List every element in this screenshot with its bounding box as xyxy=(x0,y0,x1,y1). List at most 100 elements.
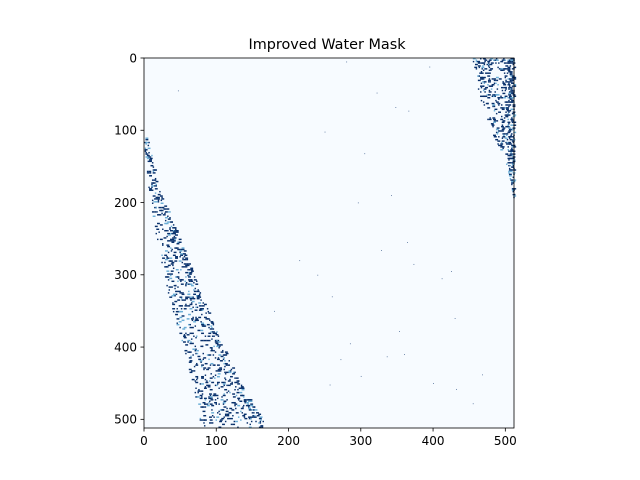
water-pixel xyxy=(190,355,192,358)
water-pixel xyxy=(513,114,517,116)
water-pixel xyxy=(185,284,187,287)
water-pixel xyxy=(189,360,193,362)
water-pixel xyxy=(217,368,221,371)
water-pixel xyxy=(162,257,165,259)
water-pixel xyxy=(237,380,240,382)
water-pixel xyxy=(512,136,514,138)
water-pixel xyxy=(167,232,171,235)
water-pixel xyxy=(189,276,191,278)
water-pixel xyxy=(172,240,176,242)
water-pixel xyxy=(214,401,217,404)
water-pixel xyxy=(175,231,179,233)
water-pixel xyxy=(508,101,512,103)
y-tick-label: 300 xyxy=(114,268,137,282)
water-pixel xyxy=(259,416,263,418)
water-pixel xyxy=(181,293,185,296)
water-pixel xyxy=(508,92,512,95)
water-pixel xyxy=(506,114,508,116)
water-pixel xyxy=(201,345,204,348)
water-pixel xyxy=(186,318,190,320)
water-pixel xyxy=(483,81,487,83)
water-pixel xyxy=(181,315,185,317)
water-pixel xyxy=(212,328,215,330)
water-pixel xyxy=(511,89,514,92)
water-pixel xyxy=(182,292,184,294)
water-pixel xyxy=(222,349,224,352)
water-pixel xyxy=(162,206,165,209)
water-pixel xyxy=(225,410,229,413)
water-pixel xyxy=(175,293,178,296)
water-pixel xyxy=(235,407,237,410)
water-pixel xyxy=(182,257,184,259)
water-pixel xyxy=(151,162,154,164)
water-pixel xyxy=(198,358,202,361)
water-pixel xyxy=(483,88,487,90)
water-pixel xyxy=(498,144,501,147)
water-pixel xyxy=(165,266,169,268)
water-pixel xyxy=(201,406,205,408)
water-pixel xyxy=(507,131,509,134)
water-pixel xyxy=(177,280,179,283)
water-pixel xyxy=(188,368,192,371)
water-pixel xyxy=(214,384,217,387)
water-pixel xyxy=(501,121,505,124)
water-pixel xyxy=(395,107,397,108)
water-pixel xyxy=(209,328,213,330)
water-pixel xyxy=(203,339,207,342)
water-pixel xyxy=(509,81,512,83)
water-pixel xyxy=(478,60,481,63)
water-pixel xyxy=(188,293,191,296)
water-pixel xyxy=(513,169,517,171)
water-pixel xyxy=(480,72,484,74)
water-pixel xyxy=(198,388,200,391)
water-pixel xyxy=(472,58,476,60)
water-pixel xyxy=(228,360,230,362)
water-pixel xyxy=(511,62,513,64)
water-pixel xyxy=(164,266,168,268)
water-pixel xyxy=(224,414,227,417)
water-pixel xyxy=(154,211,157,213)
water-pixel xyxy=(164,261,166,264)
water-pixel xyxy=(195,387,197,389)
water-pixel xyxy=(488,66,491,69)
water-pixel xyxy=(509,72,513,74)
water-pixel xyxy=(205,344,209,346)
water-pixel xyxy=(240,384,243,387)
water-pixel xyxy=(511,78,514,80)
water-pixel xyxy=(490,69,492,72)
water-pixel xyxy=(188,276,190,278)
water-pixel xyxy=(182,328,186,330)
water-pixel xyxy=(199,419,203,421)
water-pixel xyxy=(237,397,241,400)
water-pixel xyxy=(177,271,180,274)
water-pixel xyxy=(219,420,223,423)
water-pixel xyxy=(210,325,212,327)
water-pixel xyxy=(189,297,193,300)
water-pixel xyxy=(184,305,188,307)
water-pixel xyxy=(192,296,194,298)
water-pixel xyxy=(168,260,172,262)
water-pixel xyxy=(154,225,158,228)
water-pixel xyxy=(208,312,212,314)
water-pixel xyxy=(211,397,213,400)
water-pixel xyxy=(480,58,482,60)
water-pixel xyxy=(498,104,500,106)
water-pixel xyxy=(211,404,215,407)
water-pixel xyxy=(510,169,514,171)
water-pixel xyxy=(211,409,213,411)
water-pixel xyxy=(505,65,509,67)
water-pixel xyxy=(472,60,475,63)
water-pixel xyxy=(210,331,212,333)
water-pixel xyxy=(258,413,262,415)
water-pixel xyxy=(196,296,200,298)
water-pixel xyxy=(512,166,514,168)
water-pixel xyxy=(206,368,210,371)
water-pixel xyxy=(506,138,509,141)
water-pixel xyxy=(376,92,378,94)
water-pixel xyxy=(175,257,178,259)
water-pixel xyxy=(186,263,189,265)
water-pixel xyxy=(493,134,495,137)
water-pixel xyxy=(506,137,508,139)
water-pixel xyxy=(187,274,189,277)
water-pixel xyxy=(154,188,158,190)
